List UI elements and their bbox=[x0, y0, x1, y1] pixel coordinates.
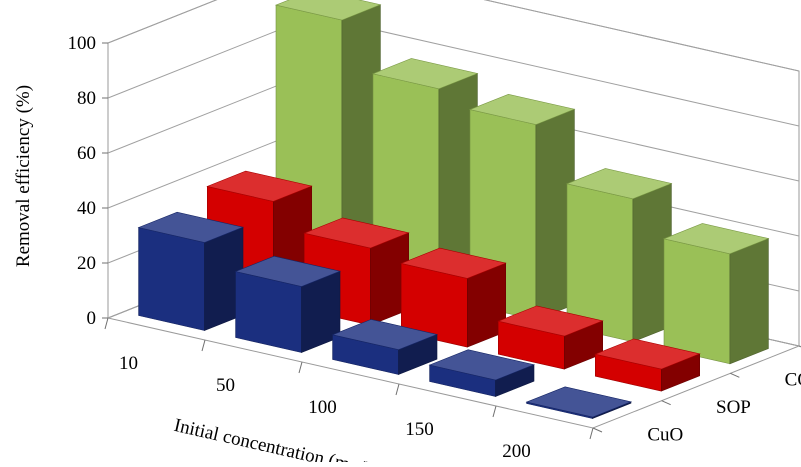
y-tick-label: 40 bbox=[77, 198, 96, 219]
bar-CuO-10 bbox=[139, 212, 243, 330]
y-tick-label: 100 bbox=[68, 33, 97, 54]
bar-top-face bbox=[527, 387, 631, 417]
y-tick-label: 20 bbox=[77, 253, 96, 274]
z-tick-mark bbox=[730, 373, 739, 377]
bars bbox=[139, 0, 769, 419]
bar-side-face bbox=[730, 239, 769, 364]
z-tick-label: SOP bbox=[716, 397, 751, 418]
x-tick-label: 100 bbox=[308, 397, 337, 418]
x-tick-label: 200 bbox=[502, 441, 531, 462]
x-axis-title: Initial concentration (mg/L) bbox=[172, 415, 383, 462]
y-tick-label: 80 bbox=[77, 88, 96, 109]
x-tick-mark bbox=[202, 340, 205, 351]
bar-CuO-50 bbox=[236, 256, 340, 352]
x-tick-mark bbox=[396, 384, 399, 395]
bar-front-face bbox=[139, 228, 205, 331]
bar-CuO-200 bbox=[527, 387, 631, 419]
x-tick-mark bbox=[299, 362, 302, 373]
z-tick-mark bbox=[662, 401, 671, 405]
z-tick-mark bbox=[593, 428, 602, 432]
x-tick-mark bbox=[590, 428, 593, 439]
z-tick-label: COP bbox=[785, 370, 801, 391]
x-tick-label: 10 bbox=[119, 353, 138, 374]
y-tick-label: 0 bbox=[87, 308, 97, 329]
gridline bbox=[108, 0, 799, 71]
x-tick-mark bbox=[105, 318, 108, 329]
y-axis-title: Removal efficiency (%) bbox=[13, 85, 34, 267]
x-tick-mark bbox=[493, 406, 496, 417]
x-tick-label: 150 bbox=[405, 419, 434, 440]
bar-COP-200 bbox=[664, 224, 768, 364]
z-tick-label: CuO bbox=[647, 424, 683, 445]
y-tick-label: 60 bbox=[77, 143, 96, 164]
bar-COP-150 bbox=[567, 169, 671, 342]
x-tick-label: 50 bbox=[216, 375, 235, 396]
bar-front-face bbox=[664, 239, 730, 364]
